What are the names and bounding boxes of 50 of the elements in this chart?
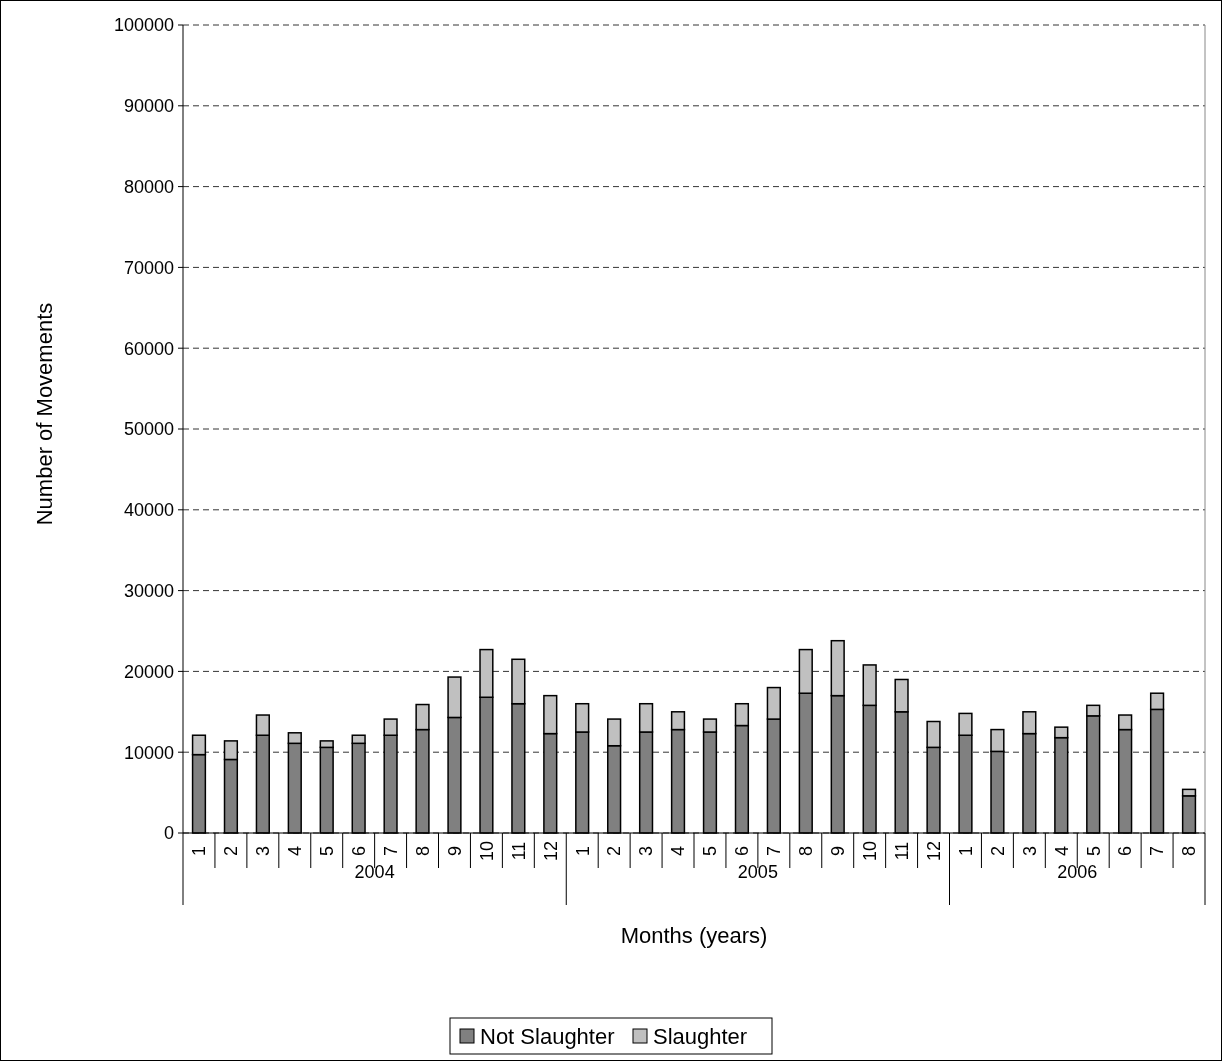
- legend-label: Slaughter: [653, 1023, 748, 1049]
- x-tick-label: 2: [221, 845, 242, 857]
- x-tick-label: 7: [764, 845, 785, 857]
- legend-label: Not Slaughter: [480, 1023, 615, 1049]
- x-tick-label: 6: [348, 845, 369, 857]
- x-tick-label: 8: [1179, 845, 1200, 857]
- x-tick-label: 5: [700, 845, 721, 857]
- x-tick-label: 5: [317, 845, 338, 857]
- y-tick-label: 90000: [123, 96, 174, 117]
- y-tick-label: 0: [163, 823, 174, 844]
- x-tick-label: 11: [891, 841, 912, 861]
- y-tick-label: 20000: [123, 661, 174, 682]
- x-tick-label: 1: [955, 845, 976, 857]
- x-tick-label: 6: [732, 845, 753, 857]
- x-tick-label: 7: [1147, 845, 1168, 857]
- y-tick-label: 60000: [123, 338, 174, 359]
- x-tick-label: 11: [508, 841, 529, 861]
- x-tick-label: 4: [285, 845, 306, 857]
- x-tick-label: 3: [1019, 845, 1040, 857]
- x-tick-label: 9: [444, 845, 465, 857]
- x-tick-label: 12: [923, 840, 944, 862]
- x-tick-label: 1: [572, 845, 593, 857]
- y-axis-title: Number of Movements: [32, 302, 57, 526]
- x-tick-label: 1: [189, 845, 210, 857]
- x-tick-label: 2: [987, 845, 1008, 857]
- x-tick-label: 9: [828, 845, 849, 857]
- y-tick-label: 30000: [123, 580, 174, 601]
- y-tick-label: 10000: [123, 742, 174, 763]
- x-tick-label: 2: [604, 845, 625, 857]
- x-tick-label: 6: [1115, 845, 1136, 857]
- text: 2004: [354, 862, 395, 883]
- x-tick-label: 4: [1051, 845, 1072, 857]
- x-tick-label: 10: [859, 840, 880, 862]
- y-tick-label: 80000: [123, 176, 174, 197]
- x-tick-label: 12: [540, 840, 561, 862]
- y-tick-label: 70000: [123, 257, 174, 278]
- y-tick-label: 50000: [123, 419, 174, 440]
- x-tick-label: 3: [253, 845, 274, 857]
- y-tick-label: 40000: [123, 500, 174, 521]
- text: 2006: [1057, 862, 1098, 883]
- y-tick-label: 100000: [113, 15, 174, 36]
- x-tick-label: 8: [412, 845, 433, 857]
- x-tick-label: 3: [636, 845, 657, 857]
- x-tick-label: 10: [476, 840, 497, 862]
- x-tick-label: 8: [796, 845, 817, 857]
- text: 2005: [737, 862, 778, 883]
- x-tick-label: 7: [380, 845, 401, 857]
- x-tick-label: 4: [668, 845, 689, 857]
- x-axis-title: Months (years): [620, 923, 768, 948]
- x-tick-label: 5: [1083, 845, 1104, 857]
